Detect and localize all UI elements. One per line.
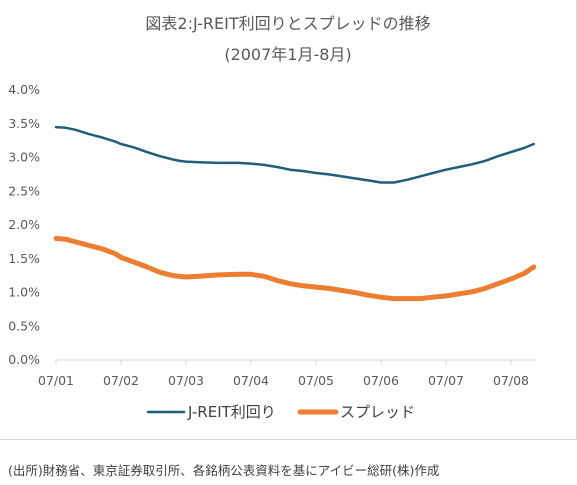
series-line-2 [53, 236, 537, 302]
x-tick-label: 07/07 [428, 373, 464, 388]
x-tick-label: 07/08 [493, 373, 529, 388]
legend-label-1: J-REIT利回り [187, 403, 276, 421]
y-tick-label: 1.5% [8, 251, 40, 266]
y-tick-label: 0.5% [8, 318, 40, 333]
chart-subtitle: (2007年1月-8月) [224, 45, 351, 64]
y-tick-label: 2.5% [8, 183, 40, 198]
y-tick-label: 4.0% [8, 82, 40, 97]
x-tick-label: 07/03 [168, 373, 204, 388]
x-tick-label: 07/06 [363, 373, 399, 388]
y-tick-label: 3.5% [8, 116, 40, 131]
x-axis: 07/01 07/02 07/03 07/04 07/05 07/06 07/07 07/08 [38, 359, 536, 388]
series-line-1 [54, 125, 536, 184]
series-layer [53, 125, 537, 302]
y-axis-ticks: 0.0% 0.5% 1.0% 1.5% 2.0% 2.5% 3.0% 3.5% 4.0% [8, 82, 40, 367]
x-tick-label: 07/05 [298, 373, 334, 388]
y-tick-label: 3.0% [8, 150, 40, 165]
legend: J-REIT利回り スプレッド [146, 403, 415, 421]
y-tick-label: 0.0% [8, 352, 40, 367]
y-tick-label: 2.0% [8, 217, 40, 232]
chart-title: 図表2:J-REIT利回りとスプレッドの推移 [145, 14, 430, 33]
x-tick-label: 07/01 [38, 373, 74, 388]
chart-area: 図表2:J-REIT利回りとスプレッドの推移 (2007年1月-8月) 0.0%… [0, 0, 577, 440]
line-chart: 図表2:J-REIT利回りとスプレッドの推移 (2007年1月-8月) 0.0%… [8, 14, 537, 421]
x-tick-label: 07/04 [233, 373, 269, 388]
source-note: (出所)財務省、東京証券取引所、各銘柄公表資料を基にアイビー総研(株)作成 [8, 463, 440, 478]
legend-label-2: スプレッド [340, 403, 415, 421]
x-tick-label: 07/02 [103, 373, 139, 388]
y-tick-label: 1.0% [8, 285, 40, 300]
